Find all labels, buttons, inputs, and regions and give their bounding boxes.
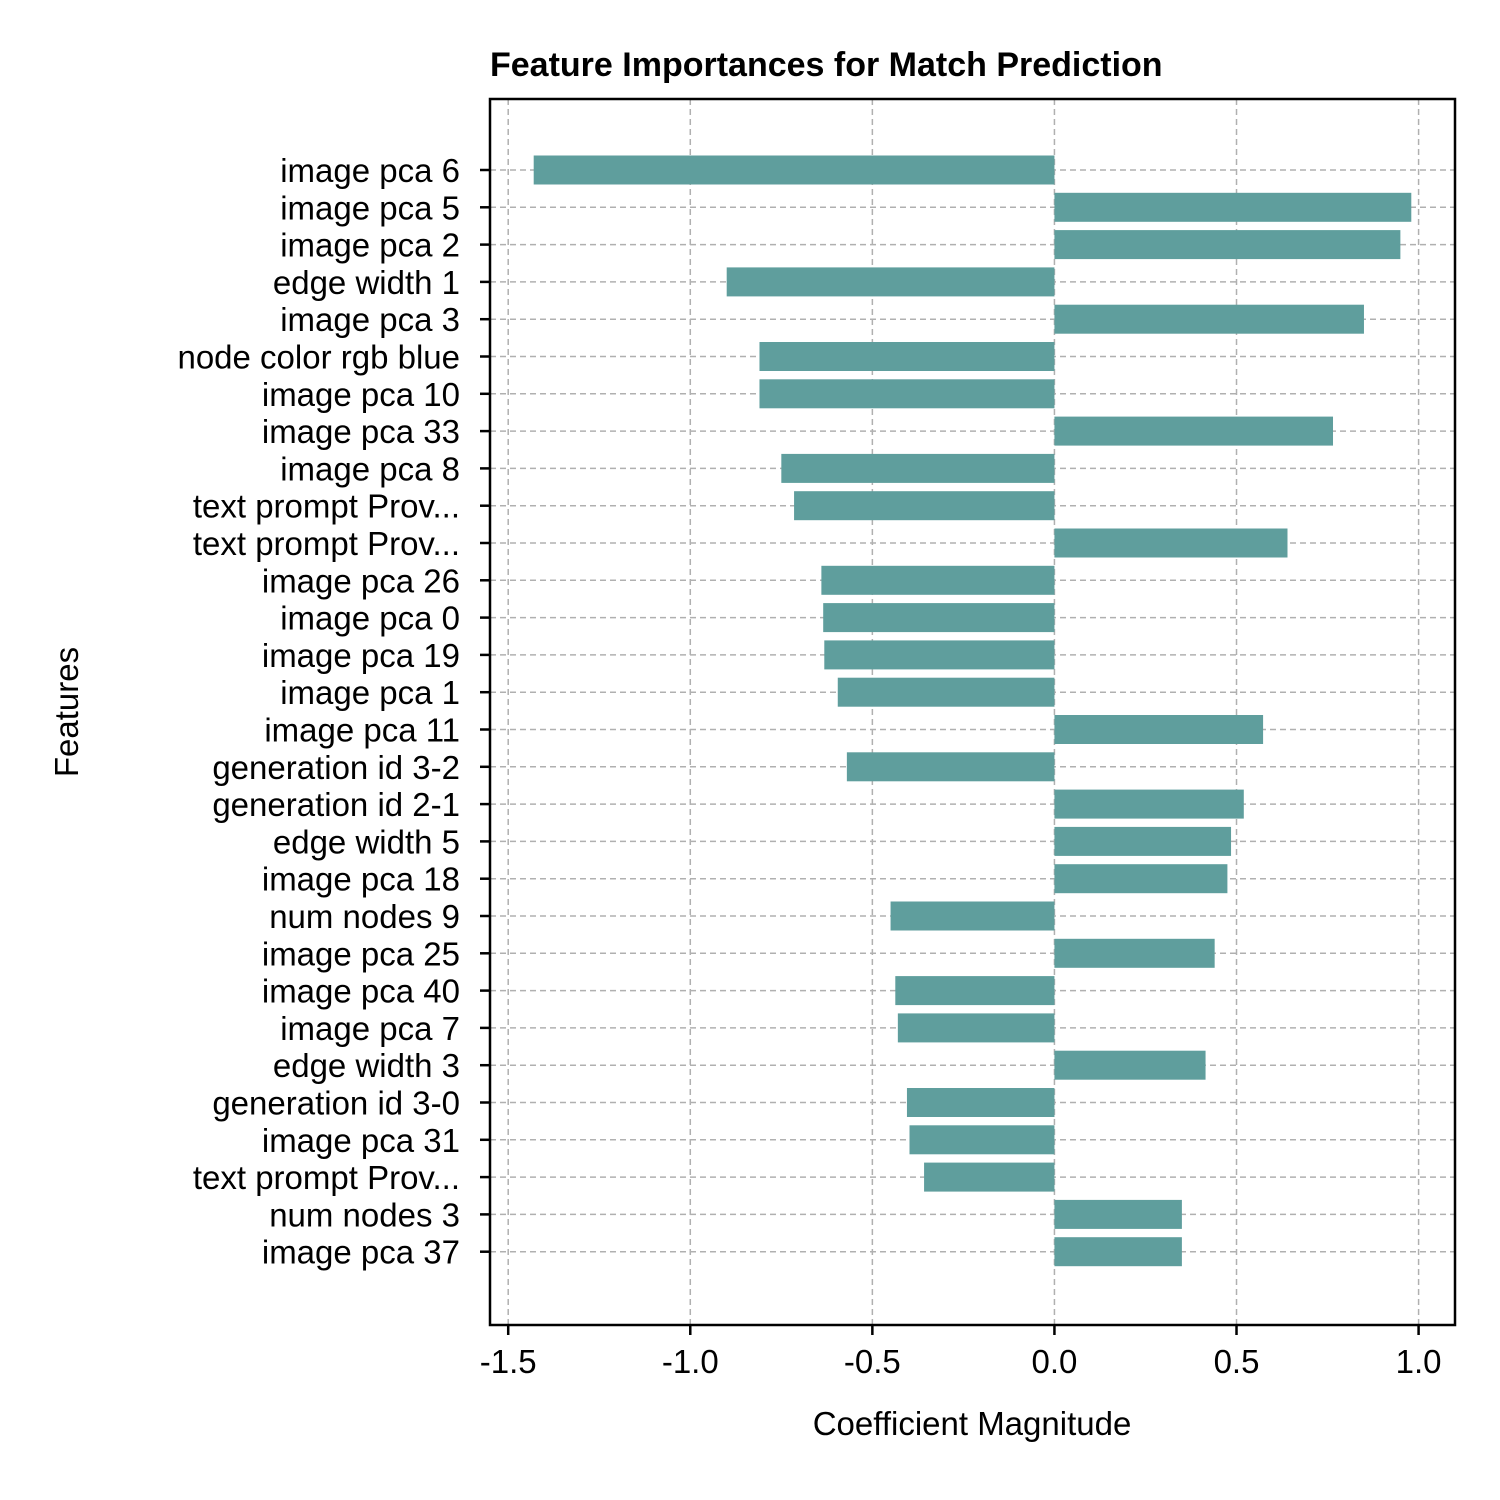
bar-layer: [533, 155, 1412, 1267]
bar: [890, 901, 1055, 931]
bar: [1054, 864, 1228, 894]
bar: [726, 267, 1055, 297]
y-tick-label: image pca 5: [280, 189, 460, 226]
bar: [909, 1125, 1055, 1155]
y-tick-label: edge width 5: [273, 823, 460, 860]
bar: [1054, 826, 1232, 856]
x-tick-label: -1.5: [480, 1343, 537, 1380]
bar: [1054, 304, 1364, 334]
chart-title: Feature Importances for Match Prediction: [490, 46, 1163, 84]
y-tick-label: image pca 11: [264, 712, 460, 749]
bar: [759, 379, 1055, 409]
y-tick-label: text prompt Prov...: [193, 488, 460, 525]
y-tick-label: edge width 1: [273, 264, 460, 301]
x-tick-label: 0.5: [1214, 1343, 1260, 1380]
y-tick-label: node color rgb blue: [177, 339, 460, 376]
y-tick-label: image pca 37: [262, 1234, 460, 1271]
bar: [1054, 192, 1412, 222]
y-tick-label: image pca 19: [262, 637, 460, 674]
y-tick-label: generation id 3-2: [212, 749, 460, 786]
bar: [533, 155, 1055, 185]
bar: [895, 976, 1055, 1006]
x-tick-label: -0.5: [844, 1343, 901, 1380]
bar: [1054, 1199, 1182, 1229]
x-tick-label: 0.0: [1031, 1343, 1077, 1380]
bar: [846, 752, 1055, 782]
y-axis-label: Features: [48, 647, 85, 777]
bar: [1054, 1237, 1182, 1267]
x-axis-label: Coefficient Magnitude: [813, 1405, 1132, 1442]
y-tick-label: image pca 6: [280, 152, 460, 189]
y-tick-label: image pca 26: [262, 562, 460, 599]
y-tick-label: text prompt Prov...: [193, 1159, 460, 1196]
y-tick-label: num nodes 9: [269, 898, 460, 935]
bar: [821, 565, 1055, 595]
y-tick-label: image pca 40: [262, 973, 460, 1010]
y-tick-label: image pca 2: [280, 227, 460, 264]
bar: [781, 453, 1055, 483]
bar: [924, 1162, 1055, 1192]
y-tick-label: generation id 3-0: [212, 1085, 460, 1122]
bar: [824, 640, 1055, 670]
bar: [1054, 528, 1288, 558]
y-tick-label: image pca 25: [262, 935, 460, 972]
bar: [794, 491, 1055, 521]
y-tick-label: num nodes 3: [269, 1196, 460, 1233]
plot-frame: [488, 97, 1457, 1327]
bar: [1054, 938, 1215, 968]
bar: [1054, 1050, 1206, 1080]
bar: [1054, 789, 1244, 819]
y-tick-label: image pca 1: [280, 674, 460, 711]
y-tick-label: image pca 7: [280, 1010, 460, 1047]
y-tick-label: image pca 3: [280, 301, 460, 338]
y-tick-label: image pca 33: [262, 413, 460, 450]
bar: [1054, 715, 1264, 744]
y-tick-label: image pca 10: [262, 376, 460, 413]
y-tick-label: image pca 18: [262, 861, 460, 898]
bar: [759, 342, 1055, 371]
bar: [897, 1013, 1055, 1043]
y-tick-label: text prompt Prov...: [193, 525, 460, 562]
x-tick-label: -1.0: [662, 1343, 719, 1380]
y-tick-label: image pca 0: [280, 600, 460, 637]
bar: [1054, 230, 1401, 260]
y-tick-label: image pca 31: [262, 1122, 460, 1159]
y-tick-label: edge width 3: [273, 1047, 460, 1084]
x-tick-label: 1.0: [1396, 1343, 1442, 1380]
bar: [906, 1088, 1055, 1117]
bar: [823, 603, 1055, 633]
y-tick-label: generation id 2-1: [212, 786, 460, 823]
bar: [1054, 416, 1334, 446]
y-tick-label: image pca 8: [280, 450, 460, 487]
bar: [837, 677, 1055, 707]
